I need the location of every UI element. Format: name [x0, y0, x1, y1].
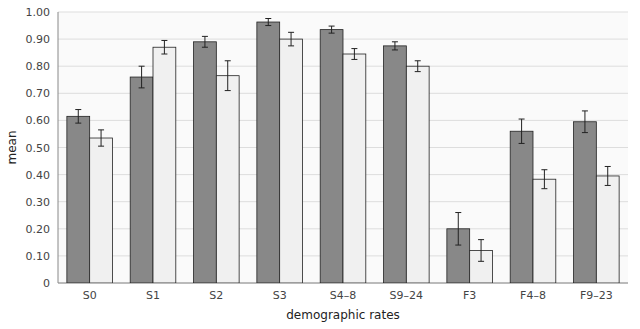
error-bar: [139, 66, 145, 88]
y-axis-line: [58, 12, 59, 283]
bar: [574, 122, 597, 283]
bar: [406, 66, 429, 283]
error-bar: [455, 213, 461, 246]
bar: [67, 116, 90, 283]
x-tick-label: S2: [209, 289, 223, 302]
bar: [596, 176, 619, 283]
y-tick-label: 0.70: [26, 87, 51, 100]
y-tick-label: 0.20: [26, 223, 51, 236]
error-bar: [202, 36, 208, 47]
y-tick-label: 0: [43, 277, 50, 290]
axes: 0 0.10 0.20 0.30 0.40 0.50 0.60 0.70 0.80 0.90 1.0…: [26, 6, 629, 302]
plot-area: [58, 12, 628, 283]
y-tick-label: 0.30: [26, 196, 51, 209]
error-bar: [541, 170, 547, 189]
x-tick-label: F9–23: [580, 289, 613, 302]
bar: [384, 46, 407, 283]
x-tick-label: S9–24: [390, 289, 423, 302]
error-bar: [225, 61, 231, 91]
bar: [343, 54, 366, 283]
error-bar: [329, 26, 335, 33]
grid: [58, 12, 628, 283]
x-tick-label: S1: [146, 289, 160, 302]
y-tick-label: 0.60: [26, 114, 51, 127]
bar: [320, 30, 343, 283]
bar: [510, 131, 533, 283]
error-bar: [415, 61, 421, 72]
x-tick-label: F3: [463, 289, 476, 302]
chart: 0 0.10 0.20 0.30 0.40 0.50 0.60 0.70 0.80 0.90 1.0…: [0, 0, 640, 329]
bar: [153, 47, 176, 283]
y-tick-label: 0.90: [26, 33, 51, 46]
y-tick-label: 0.40: [26, 169, 51, 182]
y-axis-label: mean: [5, 130, 19, 164]
error-bar: [582, 111, 588, 133]
error-bar: [98, 130, 104, 146]
x-axis-label: demographic rates: [286, 308, 400, 322]
bar: [130, 77, 153, 283]
bars: [67, 19, 619, 283]
bar: [194, 42, 217, 283]
y-tick-label: 0.50: [26, 142, 51, 155]
y-tick-label: 0.10: [26, 250, 51, 263]
error-bar: [519, 119, 525, 143]
x-tick-label: S4–8: [330, 289, 356, 302]
error-bar: [478, 240, 484, 262]
bar: [257, 22, 280, 283]
bar: [90, 138, 113, 283]
bar: [533, 179, 556, 283]
bar: [216, 76, 239, 283]
error-bar: [161, 40, 167, 54]
x-tick-label: F4–8: [520, 289, 546, 302]
bar: [280, 39, 303, 283]
y-tick-label: 1.00: [26, 6, 51, 19]
x-tick-label: S0: [83, 289, 97, 302]
x-tick-label: S3: [273, 289, 287, 302]
grid-line: [58, 12, 628, 13]
error-bar: [392, 42, 398, 50]
error-bar: [288, 32, 294, 46]
error-bar: [75, 110, 81, 124]
error-bar: [351, 49, 357, 60]
error-bar: [265, 19, 271, 26]
error-bar: [605, 166, 611, 185]
y-tick-label: 0.80: [26, 60, 51, 73]
